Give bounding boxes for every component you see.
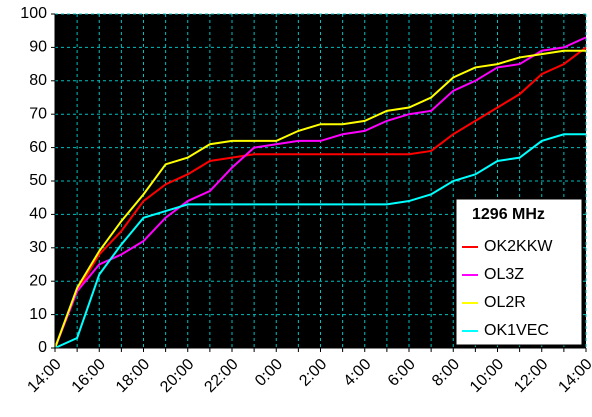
- x-tick-label: 12:00: [511, 356, 551, 396]
- series-line: [54, 49, 586, 349]
- legend-label: OK1VEC: [484, 322, 549, 339]
- y-tick-label: 30: [29, 239, 47, 256]
- x-tick-label: 8:00: [429, 356, 463, 390]
- y-tick-label: 40: [29, 206, 47, 223]
- y-tick-label: 90: [29, 39, 47, 56]
- x-tick-label: 4:00: [341, 356, 375, 390]
- x-tick-label: 14:00: [24, 356, 64, 396]
- series-line: [54, 133, 586, 349]
- y-tick-label: 80: [29, 72, 47, 89]
- series-line: [54, 46, 587, 349]
- x-tick-label: 0:00: [252, 356, 286, 390]
- y-tick-label: 20: [29, 272, 47, 289]
- y-tick-label: 50: [29, 172, 47, 189]
- y-tick-label: 60: [29, 139, 47, 156]
- y-tick-label: 70: [29, 105, 47, 122]
- x-tick-label: 10:00: [467, 356, 507, 396]
- x-tick-label: 20:00: [157, 356, 197, 396]
- legend-label: OL2R: [484, 294, 526, 311]
- x-tick-label: 22:00: [201, 356, 241, 396]
- series-line: [54, 36, 587, 349]
- x-tick-label: 14:00: [555, 356, 592, 396]
- legend-label: OL3Z: [484, 266, 524, 283]
- y-tick-label: 0: [38, 339, 47, 356]
- y-tick-label: 10: [29, 306, 47, 323]
- legend-title: 1296 MHz: [472, 206, 545, 223]
- x-tick-label: 2:00: [296, 356, 330, 390]
- x-tick-label: 18:00: [113, 356, 153, 396]
- x-tick-label: 6:00: [385, 356, 419, 390]
- legend-label: OK2KKW: [484, 238, 553, 255]
- x-tick-label: 16:00: [69, 356, 109, 396]
- y-tick-label: 100: [20, 5, 47, 22]
- legend-box: [455, 198, 583, 346]
